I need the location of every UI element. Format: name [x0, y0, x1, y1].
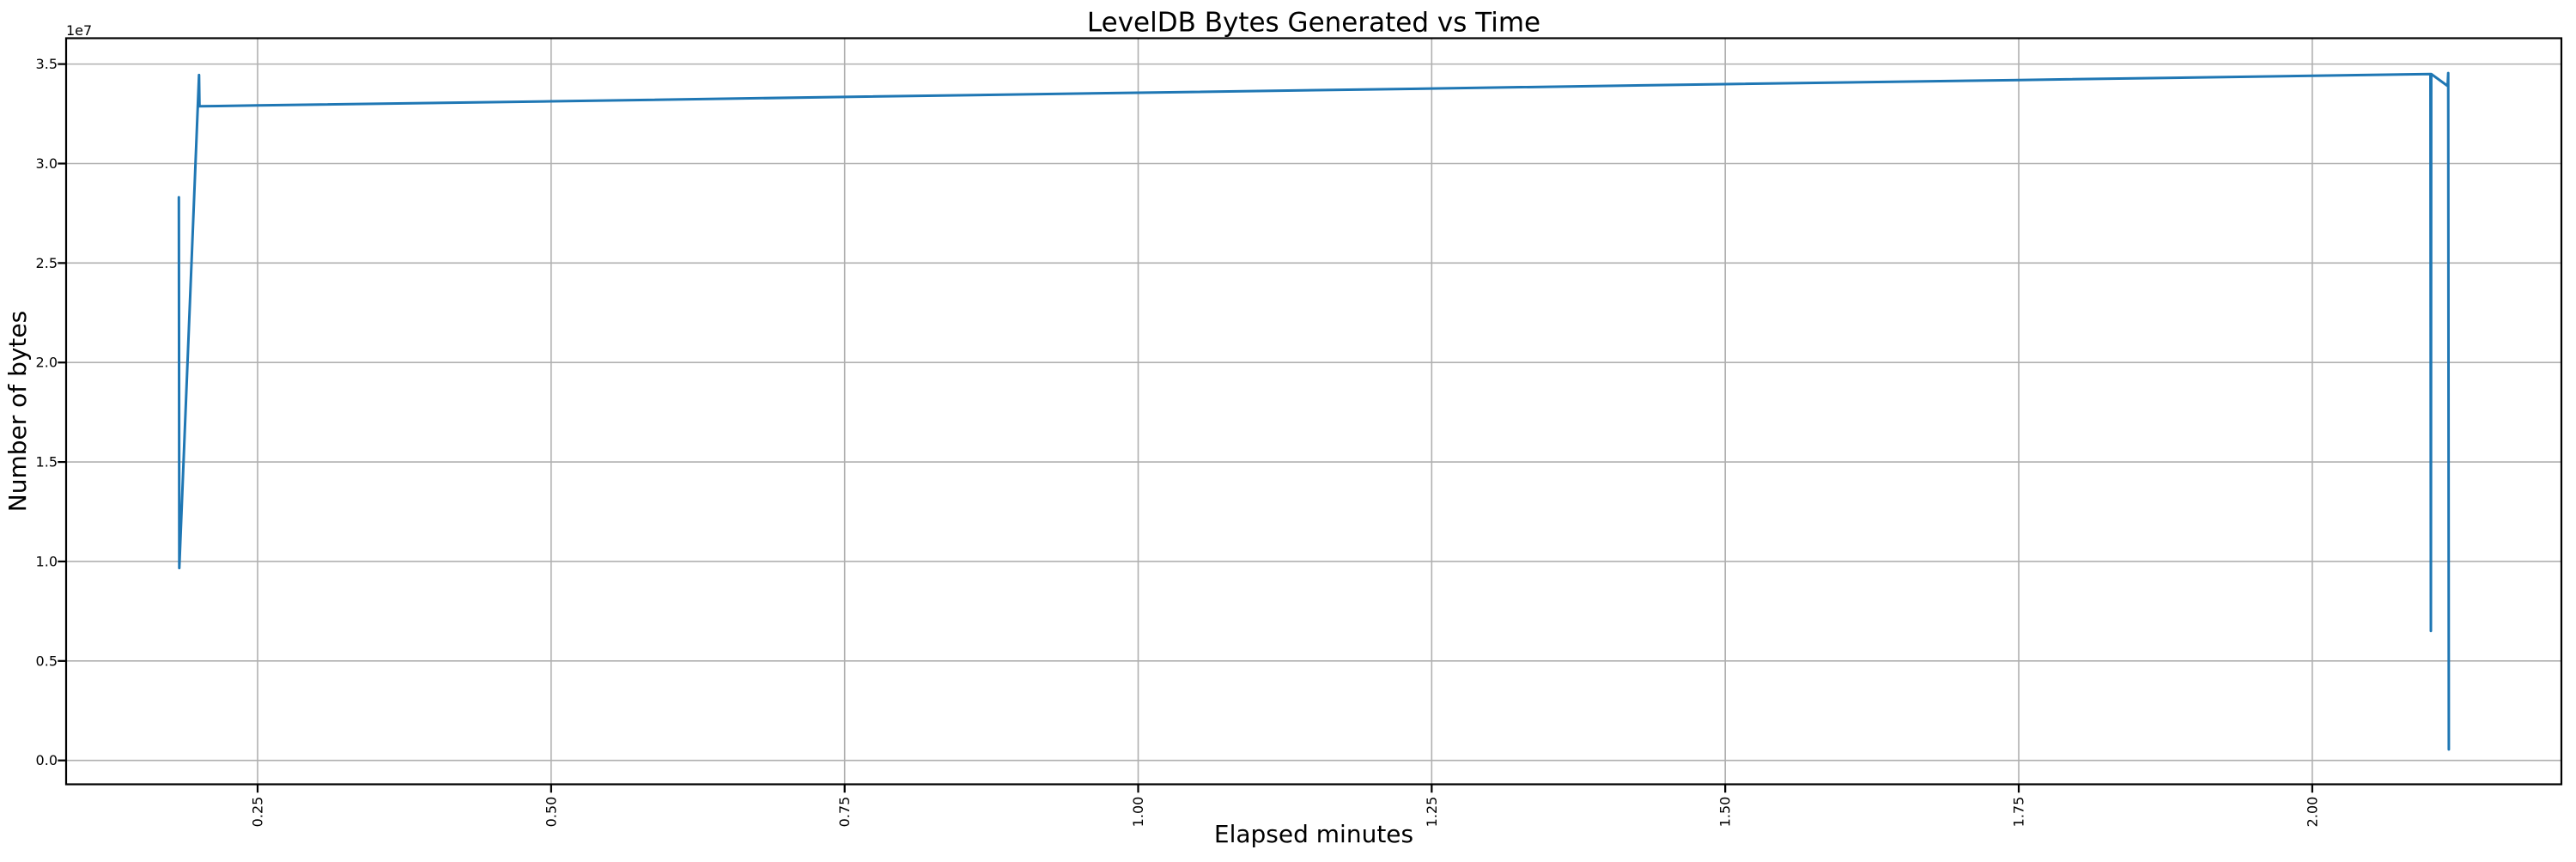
grid-layer — [66, 38, 2561, 785]
tick-layer — [58, 63, 2313, 793]
y-offset-label: 1e7 — [66, 22, 92, 39]
y-tick-label: 2.0 — [36, 355, 58, 371]
x-axis-label: Elapsed minutes — [1214, 820, 1413, 848]
y-tick-label: 0.5 — [36, 653, 58, 669]
y-axis-label: Number of bytes — [3, 311, 32, 512]
y-tick-label: 1.0 — [36, 553, 58, 569]
x-tick-label: 0.25 — [250, 797, 266, 828]
chart-title: LevelDB Bytes Generated vs Time — [1087, 8, 1540, 39]
x-tick-label: 0.75 — [836, 797, 853, 828]
x-tick-label: 0.50 — [543, 797, 559, 828]
x-tick-label: 1.75 — [2011, 797, 2027, 828]
x-tick-label: 1.25 — [1424, 797, 1440, 828]
y-tick-label: 2.5 — [36, 255, 58, 271]
x-tick-label: 1.50 — [1717, 797, 1734, 828]
x-tick-label: 1.00 — [1130, 797, 1146, 828]
y-tick-label: 1.5 — [36, 454, 58, 470]
plot-border — [64, 37, 2563, 786]
data-line — [177, 71, 2451, 751]
y-tick-label: 0.0 — [36, 752, 58, 768]
y-tick-label: 3.0 — [36, 155, 58, 172]
tick-label-layer: 0.25 0.50 0.75 1.00 1.25 1.50 1.75 2.00 0.0 0.5 1.… — [36, 56, 2321, 827]
y-tick-label: 3.5 — [36, 56, 58, 72]
x-tick-label: 2.00 — [2304, 797, 2320, 828]
